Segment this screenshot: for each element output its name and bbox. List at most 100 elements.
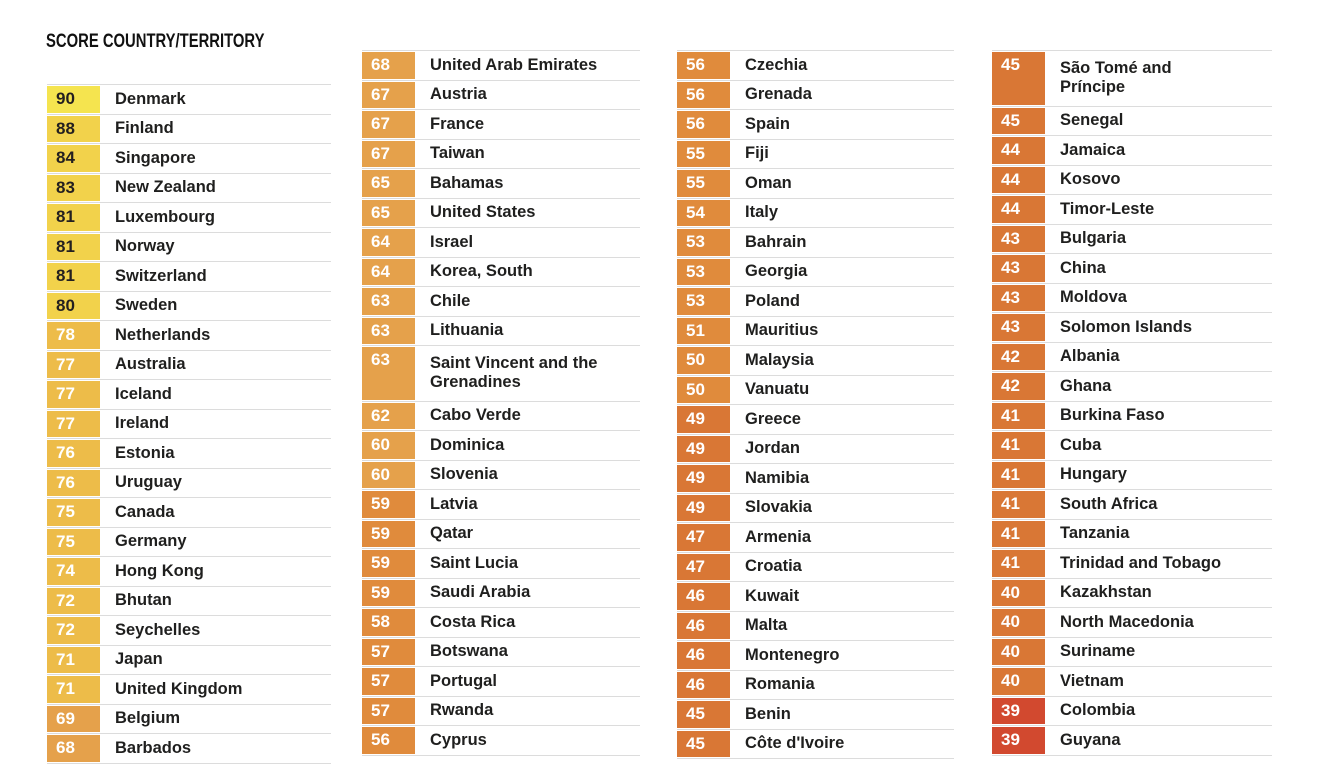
table-row: 49 Slovakia [677, 492, 954, 523]
score-badge: 88 [47, 115, 100, 142]
table-row: 56 Cyprus [362, 725, 640, 755]
table-row: 59 Latvia [362, 489, 640, 519]
country-name: Luxembourg [115, 207, 215, 226]
table-row: 42 Albania [992, 341, 1272, 372]
score-badge: 41 [992, 461, 1045, 488]
table-row: 41 South Africa [992, 489, 1272, 519]
country-name: Mauritius [745, 321, 819, 340]
table-row: 56 Spain [677, 109, 954, 139]
country-name: Ghana [1060, 376, 1112, 395]
score-badge: 41 [992, 491, 1045, 518]
country-name: Canada [115, 502, 175, 521]
score-badge: 51 [677, 317, 730, 344]
table-row: 54 Italy [677, 197, 954, 228]
score-badge: 76 [47, 469, 100, 496]
score-badge: 80 [47, 292, 100, 319]
score-badge: 59 [362, 550, 415, 577]
score-badge: 90 [47, 86, 100, 113]
score-badge: 45 [992, 52, 1045, 105]
score-badge: 56 [677, 81, 730, 108]
score-badge: 83 [47, 174, 100, 201]
score-badge: 47 [677, 524, 730, 551]
country-name: Côte d'Ivoire [745, 734, 845, 753]
country-name: Grenada [745, 85, 812, 104]
score-badge: 78 [47, 322, 100, 349]
country-name: Estonia [115, 443, 175, 462]
country-name: Belgium [115, 709, 181, 728]
score-badge: 72 [47, 587, 100, 614]
table-row: 49 Greece [677, 404, 954, 434]
score-badge: 53 [677, 229, 730, 256]
table-row: 72 Bhutan [47, 585, 331, 616]
country-name: France [430, 114, 485, 133]
score-badge: 46 [677, 612, 730, 639]
country-name: Guyana [1060, 730, 1121, 749]
table-row: 40 Kazakhstan [992, 577, 1272, 608]
country-name: Malaysia [745, 350, 814, 369]
score-badge: 55 [677, 140, 730, 167]
score-badge: 43 [992, 255, 1045, 282]
table-row: 63 Chile [362, 286, 640, 316]
country-name: United Kingdom [115, 679, 243, 698]
score-badge: 44 [992, 196, 1045, 223]
table-row: 68 Barbados [47, 733, 331, 763]
country-name: Sweden [115, 296, 178, 315]
score-badge: 57 [362, 668, 415, 695]
score-badge: 64 [362, 229, 415, 256]
country-name: Croatia [745, 557, 802, 576]
table-row: 76 Uruguay [47, 467, 331, 498]
country-name: Moldova [1060, 288, 1127, 307]
score-badge: 58 [362, 609, 415, 636]
table-row: 44 Timor-Leste [992, 194, 1272, 224]
score-badge: 50 [677, 376, 730, 403]
country-name: Japan [115, 650, 163, 669]
table-row: 84 Singapore [47, 143, 331, 173]
country-name: Burkina Faso [1060, 406, 1165, 425]
score-badge: 42 [992, 373, 1045, 400]
country-name: Singapore [115, 148, 196, 167]
table-row: 65 United States [362, 197, 640, 228]
country-name: Germany [115, 532, 187, 551]
table-row: 65 Bahamas [362, 168, 640, 198]
table-row: 63 Saint Vincent and the Grenadines [362, 345, 640, 401]
country-name: Albania [1060, 347, 1120, 366]
country-name: Bhutan [115, 591, 172, 610]
score-badge: 41 [992, 550, 1045, 577]
score-badge: 43 [992, 225, 1045, 252]
country-name: North Macedonia [1060, 612, 1194, 631]
table-row: 74 Hong Kong [47, 556, 331, 586]
score-badge: 57 [362, 697, 415, 724]
country-name: Kuwait [745, 586, 800, 605]
table-row: 47 Croatia [677, 551, 954, 582]
country-name: Korea, South [430, 262, 533, 281]
page-title: SCORE COUNTRY/TERRITORY [46, 31, 265, 52]
country-name: Bahrain [745, 232, 807, 251]
table-row: 63 Lithuania [362, 315, 640, 346]
score-badge: 39 [992, 727, 1045, 754]
score-badge: 57 [362, 638, 415, 665]
country-name: Australia [115, 355, 186, 374]
score-badge: 44 [992, 137, 1045, 164]
country-name: Austria [430, 85, 487, 104]
table-row: 45 São Tomé and Príncipe [992, 50, 1272, 106]
score-badge: 56 [362, 727, 415, 754]
score-badge: 55 [677, 170, 730, 197]
table-row: 77 Iceland [47, 379, 331, 409]
table-row: 53 Bahrain [677, 227, 954, 257]
score-badge: 67 [362, 140, 415, 167]
table-row: 67 Austria [362, 79, 640, 110]
score-badge: 54 [677, 199, 730, 226]
score-badge: 42 [992, 343, 1045, 370]
table-row: 53 Georgia [677, 256, 954, 287]
score-badge: 76 [47, 440, 100, 467]
country-name: Bulgaria [1060, 229, 1127, 248]
country-name: United States [430, 203, 536, 222]
score-badge: 72 [47, 617, 100, 644]
country-name: Czechia [745, 55, 808, 74]
table-row: 49 Namibia [677, 463, 954, 493]
score-badge: 63 [362, 288, 415, 315]
country-name: Jamaica [1060, 140, 1126, 159]
country-name: Fiji [745, 144, 769, 163]
table-row: 69 Belgium [47, 703, 331, 734]
score-badge: 59 [362, 579, 415, 606]
